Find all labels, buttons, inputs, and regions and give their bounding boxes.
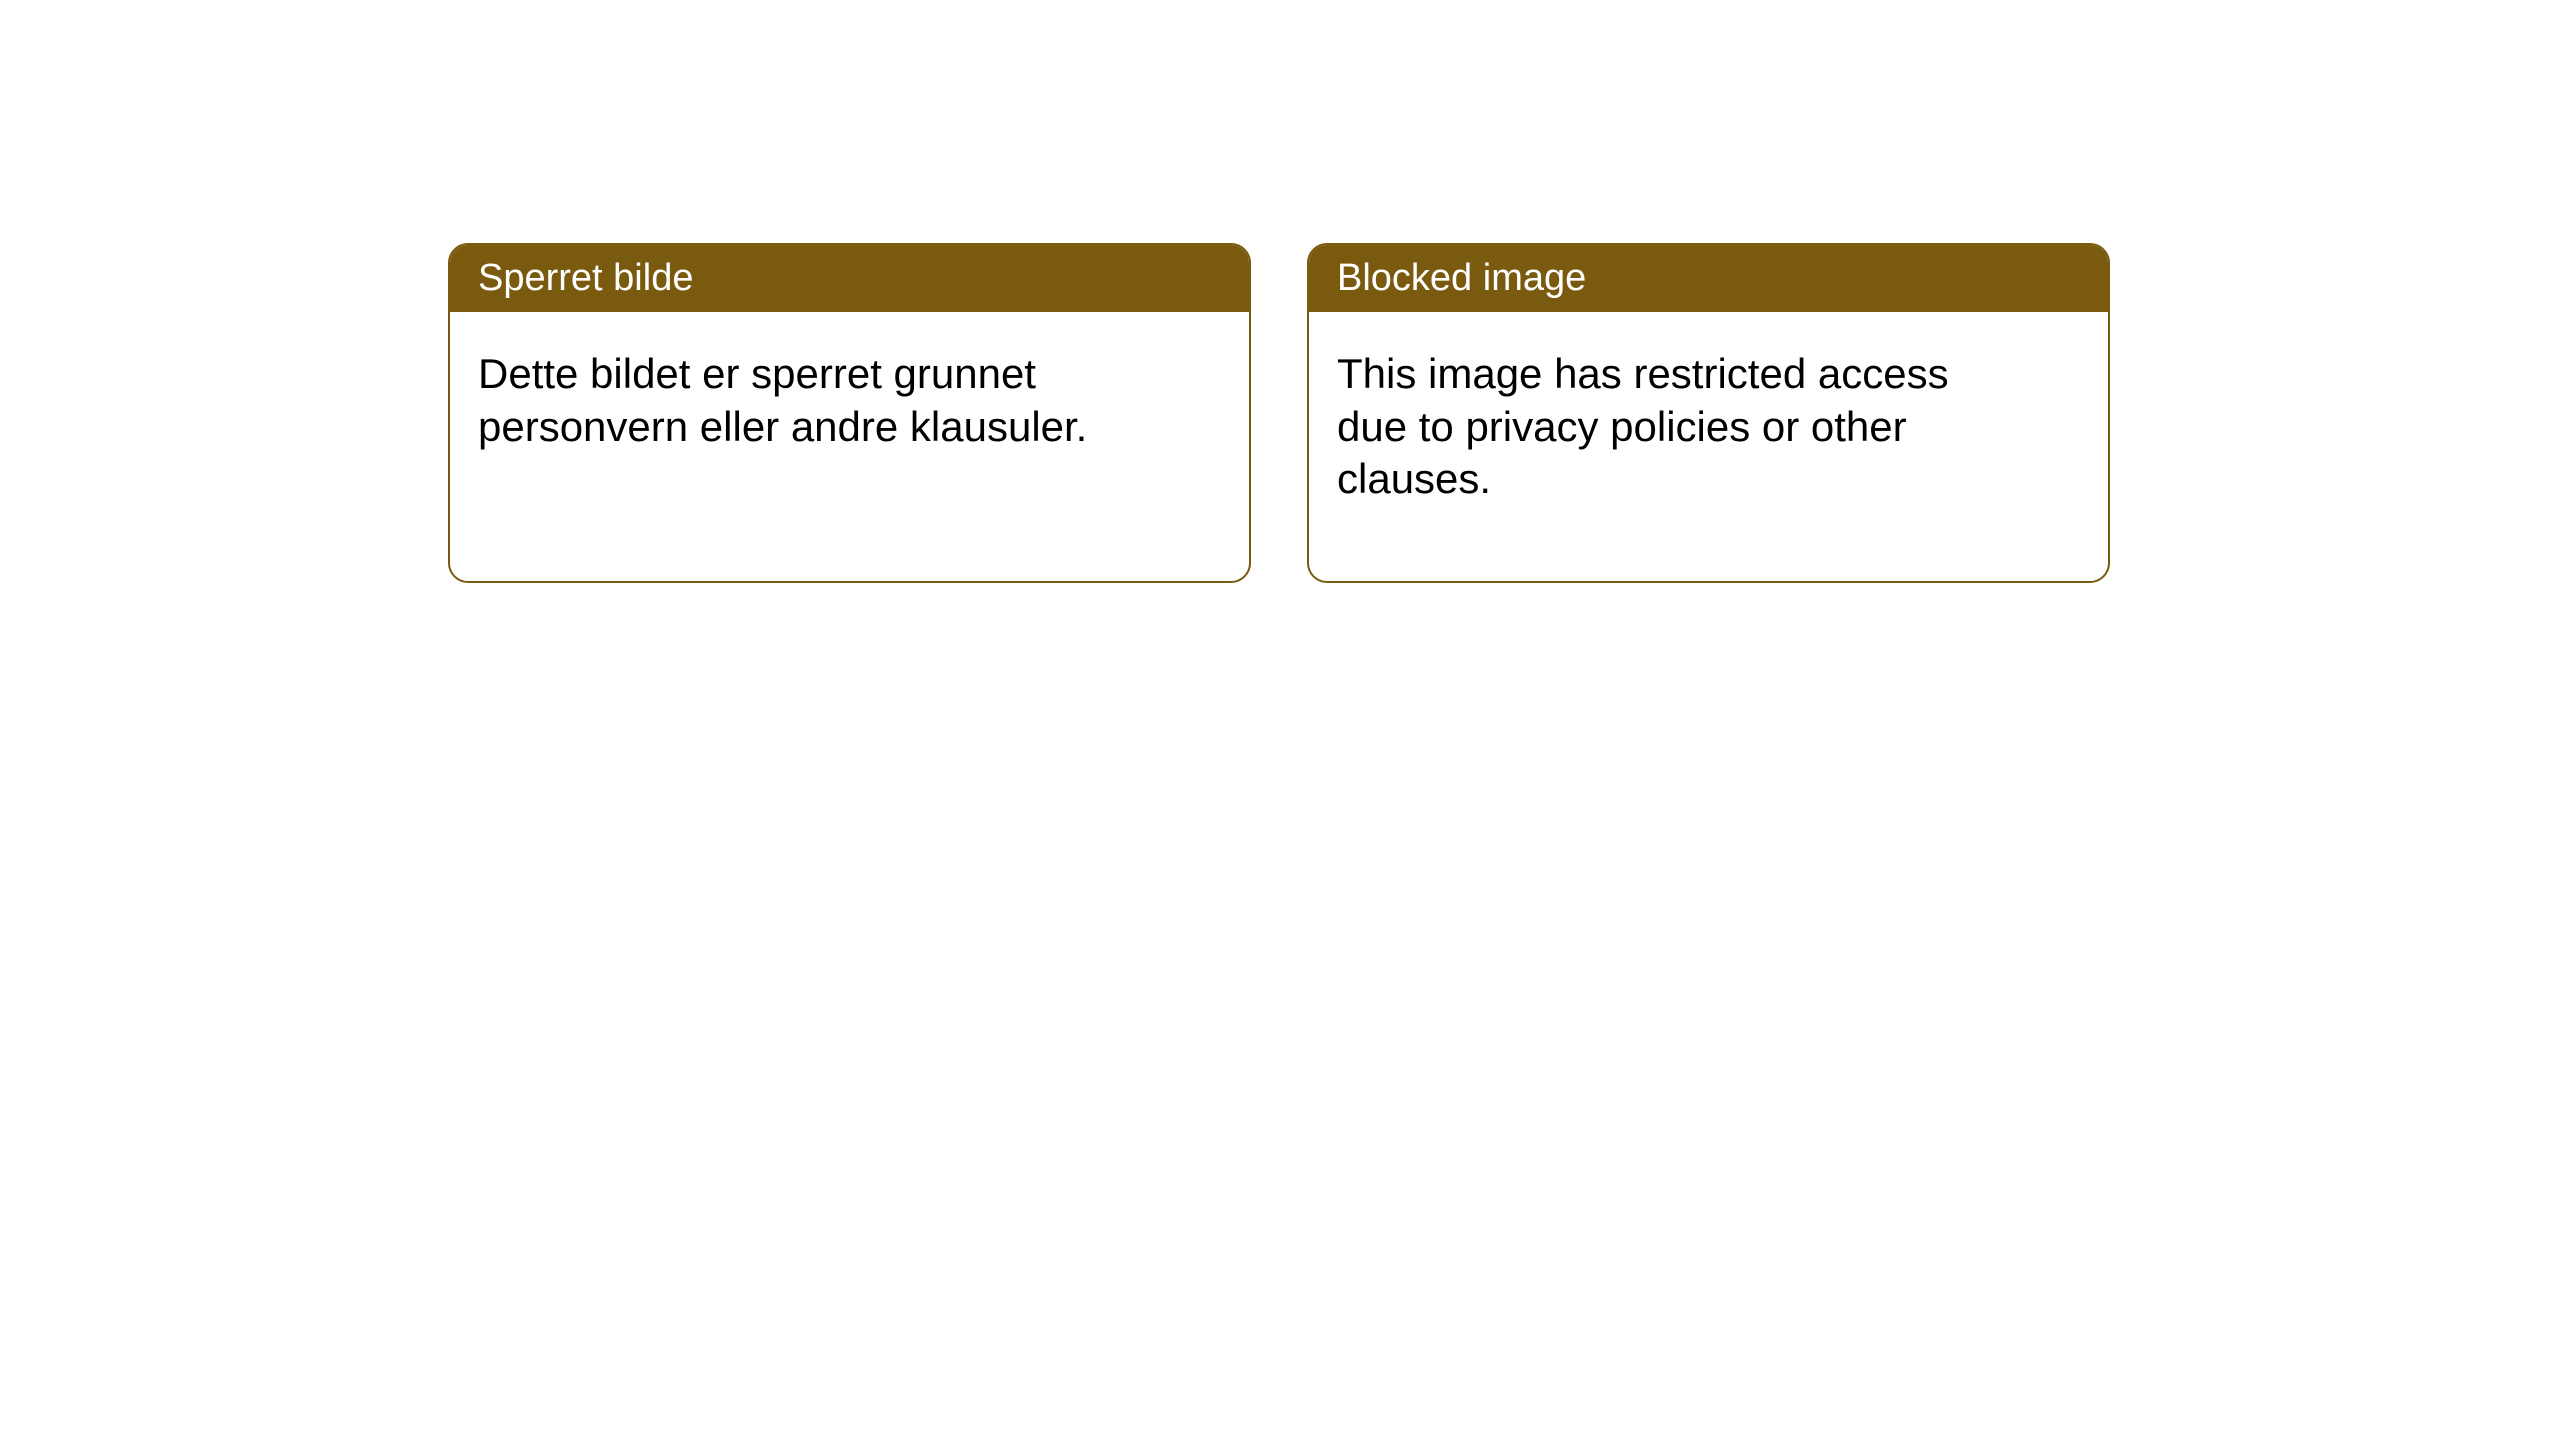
notice-header-english: Blocked image (1309, 245, 2108, 312)
notice-body-english: This image has restricted access due to … (1309, 312, 2009, 542)
notice-card-norwegian: Sperret bilde Dette bildet er sperret gr… (448, 243, 1251, 583)
notice-body-norwegian: Dette bildet er sperret grunnet personve… (450, 312, 1150, 489)
notice-header-norwegian: Sperret bilde (450, 245, 1249, 312)
notice-card-english: Blocked image This image has restricted … (1307, 243, 2110, 583)
notice-container: Sperret bilde Dette bildet er sperret gr… (448, 243, 2110, 583)
